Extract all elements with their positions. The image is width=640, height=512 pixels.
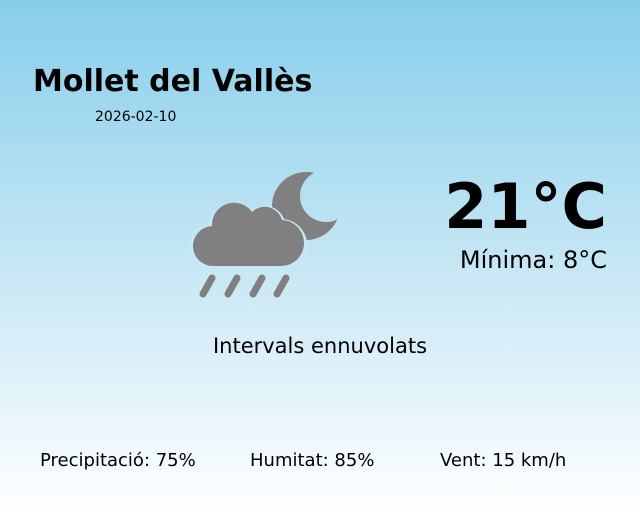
precipitation-stat: Precipitació: 75% (40, 450, 196, 471)
forecast-date: 2026-02-10 (95, 109, 177, 125)
minimum-temperature: Mínima: 8°C (459, 246, 607, 274)
current-temperature: 21°C (444, 170, 607, 243)
wind-stat: Vent: 15 km/h (440, 450, 567, 471)
location-title: Mollet del Vallès (33, 64, 313, 99)
weather-condition: Intervals ennuvolats (212, 334, 428, 358)
humidity-stat: Humitat: 85% (250, 450, 375, 471)
rain-icon (199, 274, 290, 298)
